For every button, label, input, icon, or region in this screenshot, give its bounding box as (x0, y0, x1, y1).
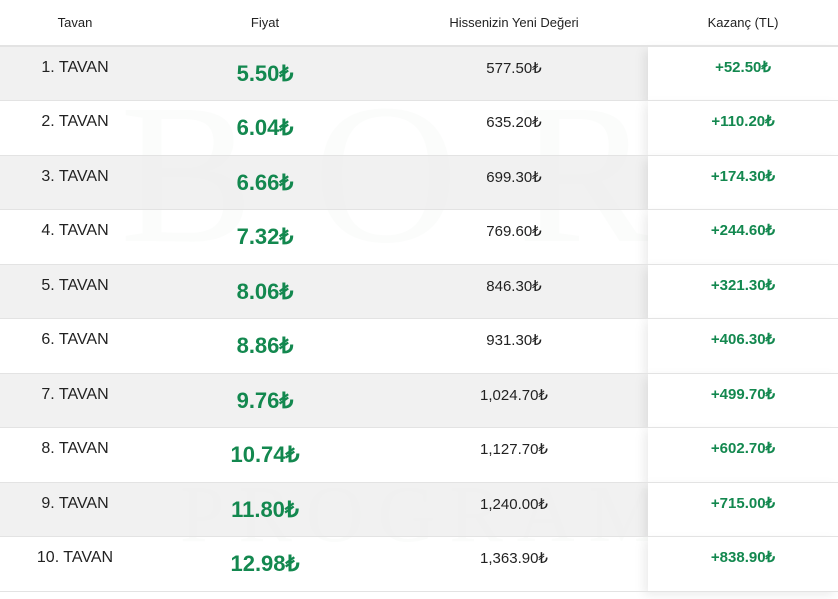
table-row: 7. TAVAN 9.76₺ 1,024.70₺ +499.70₺ (0, 373, 838, 428)
cell-kazanc: +244.60₺ (648, 209, 838, 265)
cell-kazanc: +321.30₺ (648, 264, 838, 319)
cell-tavan: 8. TAVAN (0, 427, 150, 483)
cell-kazanc: +110.20₺ (648, 100, 838, 156)
cell-deger: 846.30₺ (380, 264, 648, 319)
cell-kazanc: +174.30₺ (648, 155, 838, 210)
cell-deger: 769.60₺ (380, 209, 648, 265)
cell-tavan: 2. TAVAN (0, 100, 150, 156)
cell-tavan: 1. TAVAN (0, 46, 150, 101)
cell-deger: 1,024.70₺ (380, 373, 648, 428)
table-row: 10. TAVAN 12.98₺ 1,363.90₺ +838.90₺ (0, 536, 838, 592)
cell-deger: 1,127.70₺ (380, 427, 648, 483)
cell-fiyat: 10.74₺ (150, 427, 380, 483)
table-row: 6. TAVAN 8.86₺ 931.30₺ +406.30₺ (0, 318, 838, 374)
cell-deger: 931.30₺ (380, 318, 648, 374)
cell-kazanc: +499.70₺ (648, 373, 838, 428)
header-fiyat: Fiyat (150, 0, 380, 47)
cell-fiyat: 8.86₺ (150, 318, 380, 374)
cell-fiyat: 6.66₺ (150, 155, 380, 210)
cell-tavan: 6. TAVAN (0, 318, 150, 374)
cell-fiyat: 9.76₺ (150, 373, 380, 428)
cell-deger: 1,363.90₺ (380, 536, 648, 592)
table-row: 9. TAVAN 11.80₺ 1,240.00₺ +715.00₺ (0, 482, 838, 537)
cell-fiyat: 8.06₺ (150, 264, 380, 319)
cell-deger: 1,240.00₺ (380, 482, 648, 537)
cell-deger: 635.20₺ (380, 100, 648, 156)
cell-tavan: 10. TAVAN (0, 536, 150, 592)
table-row: 5. TAVAN 8.06₺ 846.30₺ +321.30₺ (0, 264, 838, 319)
cell-fiyat: 5.50₺ (150, 46, 380, 101)
cell-tavan: 3. TAVAN (0, 155, 150, 210)
table-header: Tavan Fiyat Hissenizin Yeni Değeri Kazan… (0, 0, 838, 47)
header-kazanc: Kazanç (TL) (648, 0, 838, 47)
cell-fiyat: 7.32₺ (150, 209, 380, 265)
cell-tavan: 7. TAVAN (0, 373, 150, 428)
table-row: 3. TAVAN 6.66₺ 699.30₺ +174.30₺ (0, 155, 838, 210)
cell-kazanc: +52.50₺ (648, 46, 838, 101)
table-row: 4. TAVAN 7.32₺ 769.60₺ +244.60₺ (0, 209, 838, 265)
cell-fiyat: 12.98₺ (150, 536, 380, 592)
header-deger: Hissenizin Yeni Değeri (380, 0, 648, 47)
cell-tavan: 5. TAVAN (0, 264, 150, 319)
cell-fiyat: 11.80₺ (150, 482, 380, 537)
cell-deger: 577.50₺ (380, 46, 648, 101)
cell-kazanc: +715.00₺ (648, 482, 838, 537)
table-row: 2. TAVAN 6.04₺ 635.20₺ +110.20₺ (0, 100, 838, 156)
table-row: 8. TAVAN 10.74₺ 1,127.70₺ +602.70₺ (0, 427, 838, 483)
header-tavan: Tavan (0, 0, 150, 47)
cell-kazanc: +838.90₺ (648, 536, 838, 592)
cell-deger: 699.30₺ (380, 155, 648, 210)
cell-tavan: 4. TAVAN (0, 209, 150, 265)
table-row: 1. TAVAN 5.50₺ 577.50₺ +52.50₺ (0, 46, 838, 101)
cell-fiyat: 6.04₺ (150, 100, 380, 156)
cell-kazanc: +602.70₺ (648, 427, 838, 483)
cell-tavan: 9. TAVAN (0, 482, 150, 537)
cell-kazanc: +406.30₺ (648, 318, 838, 374)
